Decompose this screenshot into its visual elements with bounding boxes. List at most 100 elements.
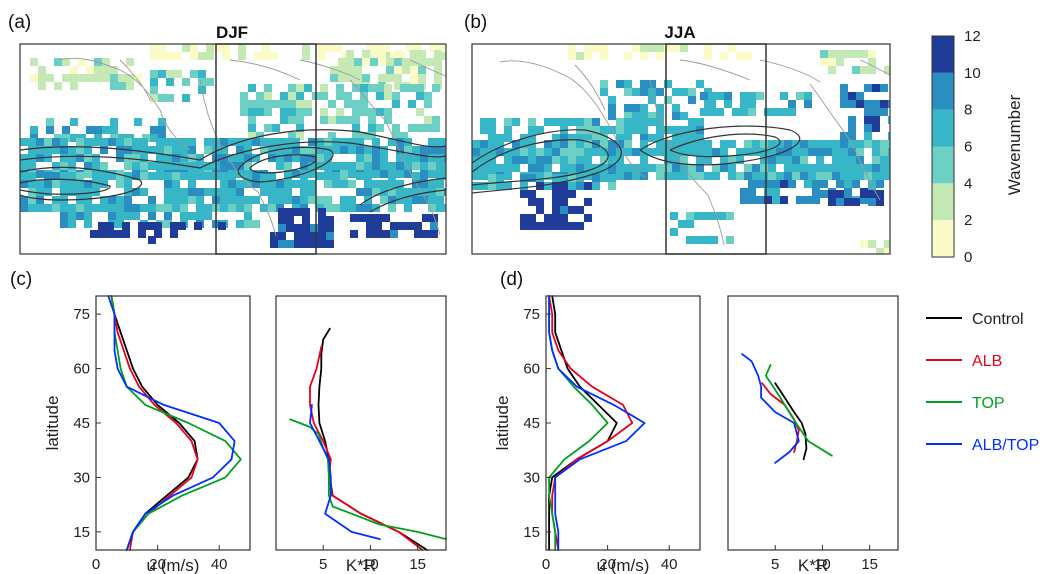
wavenumber-cell: [276, 138, 284, 146]
series-line-top: [548, 295, 609, 551]
wavenumber-cell: [568, 52, 576, 60]
wavenumber-cell: [28, 162, 36, 170]
wavenumber-cell: [326, 232, 334, 240]
wavenumber-cell: [436, 204, 444, 212]
wavenumber-cell: [416, 124, 424, 132]
wavenumber-cell: [880, 108, 888, 116]
wavenumber-cell: [552, 148, 560, 156]
wavenumber-cell: [412, 154, 420, 162]
wavenumber-cell: [726, 236, 734, 244]
wavenumber-cell: [404, 188, 412, 196]
wavenumber-cell: [428, 180, 436, 188]
y-tick-label: 15: [523, 524, 540, 541]
wavenumber-cell: [386, 74, 394, 82]
wavenumber-cell: [70, 66, 78, 74]
wavenumber-cell: [536, 174, 544, 182]
wavenumber-cell: [260, 172, 268, 180]
wavenumber-cell: [370, 58, 378, 66]
wavenumber-cell: [552, 174, 560, 182]
wavenumber-cell: [354, 74, 362, 82]
wavenumber-cell: [398, 222, 406, 230]
wavenumber-cell: [284, 172, 292, 180]
wavenumber-cell: [122, 222, 130, 230]
wavenumber-cell: [378, 74, 386, 82]
wavenumber-cell: [700, 92, 708, 100]
map-jja: [471, 43, 891, 255]
series-line-control: [317, 327, 429, 551]
wavenumber-cell: [68, 212, 76, 220]
wavenumber-cell: [146, 222, 154, 230]
wavenumber-cell: [536, 148, 544, 156]
wavenumber-cell: [688, 118, 696, 126]
y-tick-label: 45: [523, 415, 540, 432]
wavenumber-cell: [166, 70, 174, 78]
wavenumber-cell: [76, 146, 84, 154]
wavenumber-cell: [276, 188, 284, 196]
wavenumber-cell: [54, 58, 62, 66]
wavenumber-cell: [828, 50, 836, 58]
wavenumber-cell: [584, 198, 592, 206]
wavenumber-cell: [424, 100, 432, 108]
wavenumber-cell: [336, 108, 344, 116]
wavenumber-cell: [404, 170, 412, 178]
wavenumber-cell: [94, 126, 102, 134]
wavenumber-cell: [244, 196, 252, 204]
wavenumber-cell: [188, 138, 196, 146]
wavenumber-cell: [406, 222, 414, 230]
wavenumber-cell: [768, 164, 776, 172]
wavenumber-cell: [172, 146, 180, 154]
wavenumber-cell: [254, 52, 262, 60]
wavenumber-cell: [182, 94, 190, 102]
series-line-control: [548, 295, 618, 551]
plot-frame: [275, 295, 447, 551]
wavenumber-cell: [396, 162, 404, 170]
wavenumber-cell: [198, 78, 206, 86]
wavenumber-cell: [44, 138, 52, 146]
wavenumber-cell: [624, 88, 632, 96]
wavenumber-cell: [140, 154, 148, 162]
wavenumber-cell: [402, 58, 410, 66]
wavenumber-cell: [116, 138, 124, 146]
wavenumber-cell: [236, 154, 244, 162]
wavenumber-cell: [308, 162, 316, 170]
wavenumber-cell: [188, 188, 196, 196]
wavenumber-cell: [412, 146, 420, 154]
wavenumber-cell: [552, 134, 560, 142]
colorbar-tick-label: 10: [964, 65, 981, 82]
wavenumber-cell: [352, 116, 360, 124]
wavenumber-cell: [236, 196, 244, 204]
wavenumber-cell: [124, 162, 132, 170]
wavenumber-cell: [194, 222, 202, 230]
wavenumber-cell: [672, 156, 680, 164]
wavenumber-cell: [310, 240, 318, 248]
wavenumber-cell: [116, 172, 124, 180]
wavenumber-cell: [784, 164, 792, 172]
wavenumber-cell: [608, 174, 616, 182]
series-line-alb-top: [309, 403, 381, 540]
wavenumber-cell: [336, 116, 344, 124]
wavenumber-cell: [600, 52, 608, 60]
wavenumber-cell: [804, 100, 812, 108]
x-tick-label: 15: [861, 556, 878, 573]
wavenumber-cell: [388, 196, 396, 204]
wavenumber-cell: [126, 82, 134, 90]
wavenumber-cell: [504, 156, 512, 164]
wavenumber-cell: [728, 164, 736, 172]
wavenumber-cell: [686, 236, 694, 244]
wavenumber-cell: [338, 66, 346, 74]
wavenumber-cell: [164, 146, 172, 154]
panel-d-label: (d): [500, 269, 523, 290]
wavenumber-cell: [382, 230, 390, 238]
wavenumber-cell: [712, 148, 720, 156]
wavenumber-cell: [388, 188, 396, 196]
wavenumber-cell: [840, 132, 848, 140]
series-line-alb: [309, 345, 424, 551]
wavenumber-cell: [748, 108, 756, 116]
wavenumber-cell: [856, 140, 864, 148]
wavenumber-cell: [376, 84, 384, 92]
wavenumber-cell: [624, 134, 632, 142]
wavenumber-cell: [372, 138, 380, 146]
wavenumber-cell: [292, 180, 300, 188]
wavenumber-cell: [776, 172, 784, 180]
wavenumber-cell: [328, 100, 336, 108]
